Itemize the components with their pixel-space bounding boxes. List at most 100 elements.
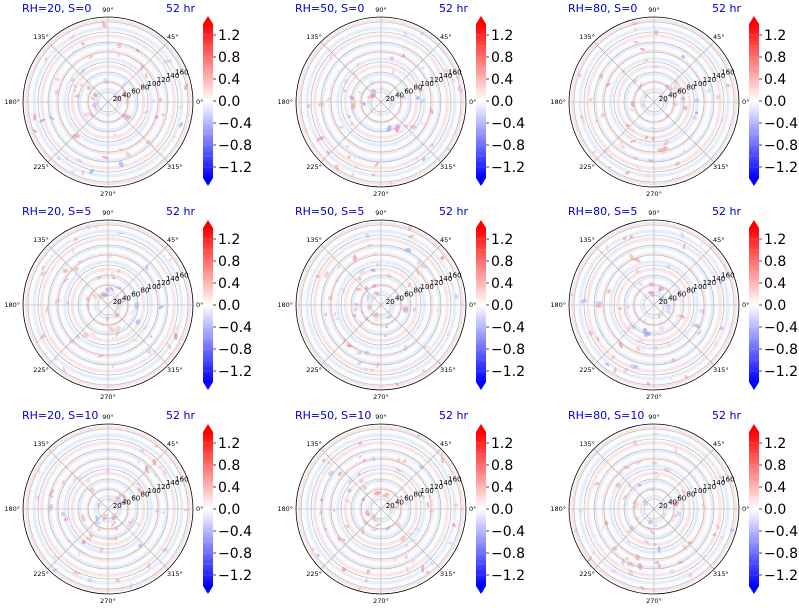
anomaly-blob [49, 489, 55, 495]
angular-tick-label: 135° [306, 236, 322, 244]
anomaly-blob [347, 115, 352, 119]
anomaly-blob [114, 330, 120, 338]
anomaly-blob [646, 381, 651, 386]
colorbar-extend-min [476, 586, 486, 594]
radial-tick-label: 40 [122, 498, 131, 506]
angular-gridline [107, 41, 169, 103]
anomaly-blob [430, 561, 435, 566]
angular-gridline [380, 304, 442, 366]
anomaly-blob [618, 141, 623, 146]
anomaly-blob [97, 527, 102, 532]
anomaly-blob [97, 354, 104, 359]
anomaly-blob [111, 336, 114, 340]
anomaly-blob [138, 543, 143, 548]
angular-gridline [107, 304, 169, 366]
anomaly-blob [371, 251, 378, 255]
anomaly-blob [356, 361, 363, 366]
anomaly-blob [90, 331, 96, 337]
angular-tick-label: 180° [277, 505, 293, 513]
anomaly-blob [183, 83, 189, 91]
colorbar-tick-label: −0.8 [764, 342, 798, 358]
anomaly-blob [384, 334, 387, 338]
anomaly-blob [416, 96, 420, 100]
anomaly-blob [416, 259, 422, 266]
polar-panel: 0°45°90°135°180°225°270°315°20 40 60 801001… [550, 409, 749, 605]
anomaly-blob [91, 293, 97, 298]
angular-tick-label: 90° [375, 209, 387, 217]
anomaly-blob [718, 475, 723, 480]
colorbar-body [749, 228, 759, 382]
angular-gridline [653, 508, 715, 570]
anomaly-blob [130, 517, 134, 524]
colorbar-tick-label: 0.0 [491, 502, 513, 518]
anomaly-blob [318, 102, 326, 107]
anomaly-blob [129, 310, 134, 316]
anomaly-blob [49, 116, 55, 120]
angular-tick-label: 270° [373, 190, 389, 198]
anomaly-blob [674, 298, 681, 302]
radial-tick-label: 120 [430, 483, 443, 491]
anomaly-blob [436, 307, 439, 314]
anomaly-blob [400, 535, 407, 542]
anomaly-blob [116, 95, 122, 99]
anomaly-blob [179, 105, 183, 109]
anomaly-blob [146, 469, 150, 474]
angular-gridline [380, 244, 442, 306]
anomaly-blob [316, 136, 323, 142]
angular-tick-label: 225° [33, 163, 49, 171]
radial-tick-label: 40 [122, 91, 131, 99]
anomaly-blob [345, 144, 350, 148]
anomaly-blob [631, 21, 639, 26]
angular-tick-label: 0° [469, 98, 476, 106]
radial-tick-label: 80 [686, 491, 695, 499]
anomaly-blob [638, 483, 642, 487]
panel-title: RH=50, S=0 [295, 2, 364, 15]
anomaly-blob [120, 297, 125, 304]
colorbar-tick-label: −0.4 [491, 116, 525, 132]
anomaly-blob [371, 173, 376, 177]
anomaly-blob [611, 355, 616, 360]
angular-gridline [107, 244, 169, 306]
polar-panel: 0°45°90°135°180°225°270°315°20 40 60 801001… [4, 205, 203, 401]
radial-tick-label: 100 [148, 487, 161, 495]
anomaly-blob [635, 165, 641, 171]
anomaly-blob [669, 86, 673, 91]
anomaly-blob [98, 293, 105, 300]
colorbar-tick-label: −0.8 [218, 546, 252, 562]
colorbar-tick-label: −0.8 [491, 342, 525, 358]
anomaly-blob [117, 269, 121, 274]
colorbar-tick-label: −1.2 [218, 160, 252, 176]
anomaly-blob [402, 291, 409, 297]
anomaly-blob [651, 126, 655, 130]
anomaly-blob [124, 117, 132, 121]
colorbar-extend-min [203, 586, 213, 594]
polar-spine [295, 219, 467, 391]
anomaly-blob [163, 469, 167, 475]
anomaly-blob [363, 458, 366, 462]
anomaly-blob [446, 333, 450, 337]
anomaly-blob [448, 541, 453, 545]
polar-panel: 0°45°90°135°180°225°270°315°20 40 60 801001… [4, 2, 203, 198]
angular-tick-label: 315° [440, 366, 456, 374]
anomaly-blob [128, 520, 132, 524]
anomaly-blob [45, 305, 49, 314]
anomaly-blob [589, 97, 593, 102]
angular-tick-label: 225° [579, 163, 595, 171]
colorbar-extend-min [203, 382, 213, 390]
anomaly-blob [658, 320, 662, 323]
radial-tick-label: 140 [166, 479, 179, 487]
anomaly-blob [39, 334, 45, 340]
anomaly-blob [104, 470, 111, 473]
colorbar-tick-label: 1.2 [218, 28, 240, 44]
anomaly-blob [356, 62, 360, 67]
anomaly-blob [657, 546, 661, 554]
anomaly-blob [662, 145, 666, 150]
anomaly-blob [354, 307, 358, 312]
anomaly-blob [41, 265, 45, 270]
radial-tick-label: 140 [712, 72, 725, 80]
polar-spine [568, 16, 740, 188]
anomaly-blob [374, 161, 380, 168]
anomaly-blob [623, 367, 629, 373]
anomaly-blob [66, 301, 70, 304]
anomaly-blob [321, 458, 326, 463]
